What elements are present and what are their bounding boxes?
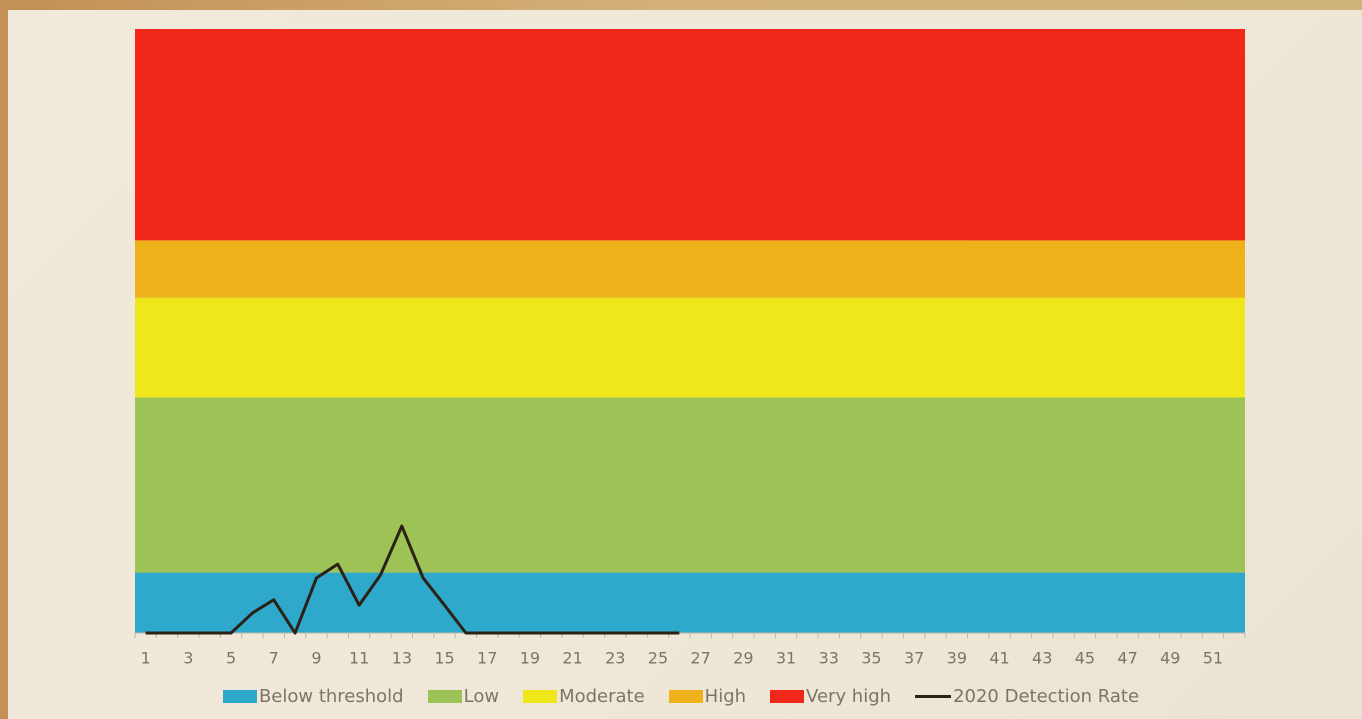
x-tick-label: 33 <box>819 649 839 668</box>
x-tick-label: 27 <box>690 649 710 668</box>
x-tick-label: 25 <box>648 649 668 668</box>
x-tick-label: 13 <box>392 649 412 668</box>
x-tick-label: 23 <box>605 649 625 668</box>
legend-swatch <box>222 690 257 703</box>
x-tick-label: 39 <box>947 649 967 668</box>
chart: 1 3 5 7 9 11 13 15 17 19 21 23 25 27 29 31 33 35 37 39 41 43 4… <box>134 29 1246 668</box>
legend-swatch <box>427 690 462 703</box>
x-tick-label: 29 <box>733 649 753 668</box>
x-tick-label: 35 <box>861 649 881 668</box>
legend-line <box>915 695 952 698</box>
x-tick-label: 45 <box>1075 649 1095 668</box>
legend-label: High <box>704 686 747 707</box>
legend-item: 2020 Detection Rate <box>915 686 1139 707</box>
x-tick-label: 11 <box>349 649 369 668</box>
risk-band <box>135 297 1245 398</box>
x-tick-label: 47 <box>1117 649 1137 668</box>
x-tick-label: 31 <box>776 649 796 668</box>
x-tick-label: 5 <box>226 649 236 668</box>
legend-swatch <box>668 690 703 703</box>
x-tick-label: 51 <box>1203 649 1223 668</box>
x-tick-label: 37 <box>904 649 924 668</box>
legend-swatch <box>523 690 558 703</box>
legend-item: Moderate <box>523 686 645 707</box>
legend-label: 2020 Detection Rate <box>953 686 1140 707</box>
risk-band <box>135 240 1245 298</box>
legend-item: Below threshold <box>222 686 404 707</box>
x-tick-label: 7 <box>269 649 279 668</box>
x-tick-label: 15 <box>434 649 454 668</box>
legend: Below threshold Low Moderate High Very high 2… <box>0 686 1362 707</box>
legend-item: Low <box>427 686 500 707</box>
legend-item: Very high <box>770 686 891 707</box>
detection-line <box>145 524 680 635</box>
x-tick-label: 3 <box>183 649 193 668</box>
x-tick-label: 9 <box>311 649 321 668</box>
x-tick-label: 19 <box>520 649 540 668</box>
legend-swatch <box>770 690 805 703</box>
legend-label: Very high <box>806 686 892 707</box>
risk-band <box>135 29 1245 241</box>
risk-band <box>135 572 1245 633</box>
legend-label: Below threshold <box>258 686 404 707</box>
risk-band <box>135 397 1245 573</box>
x-tick-label: 21 <box>562 649 582 668</box>
x-tick-label: 49 <box>1160 649 1180 668</box>
x-tick-label: 1 <box>141 649 151 668</box>
x-tick-label: 43 <box>1032 649 1052 668</box>
legend-item: High <box>668 686 747 707</box>
x-tick-label: 17 <box>477 649 497 668</box>
legend-label: Moderate <box>559 686 645 707</box>
legend-label: Low <box>463 686 500 707</box>
x-tick-label: 41 <box>989 649 1009 668</box>
